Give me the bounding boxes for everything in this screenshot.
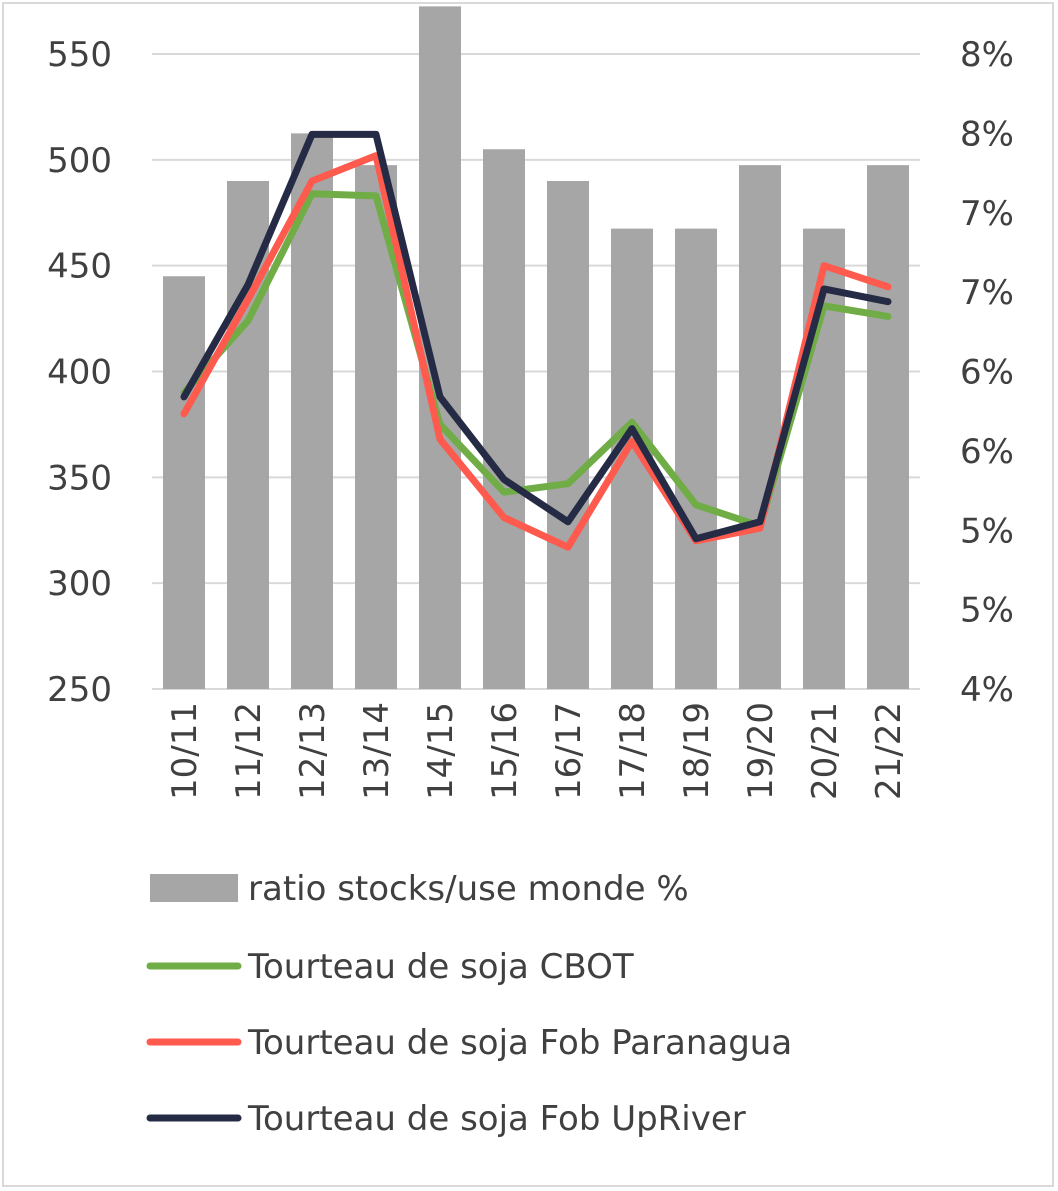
x-axis-tick-label: 14/15 <box>421 702 461 800</box>
x-axis-tick-label: 13/14 <box>357 702 397 800</box>
x-axis-tick-label: 15/16 <box>485 702 525 800</box>
right-axis-tick-label: 7% <box>960 273 1014 313</box>
legend-label: Tourteau de soja Fob UpRiver <box>247 1099 746 1139</box>
x-axis-tick-label: 20/21 <box>805 702 845 800</box>
x-axis-tick-label: 21/22 <box>869 702 909 800</box>
x-axis-tick-label: 12/13 <box>293 702 333 800</box>
bar <box>547 181 589 689</box>
right-axis-tick-label: 6% <box>960 353 1014 393</box>
x-axis-tick-label: 11/12 <box>229 702 269 800</box>
legend-label: Tourteau de soja Fob Paranagua <box>247 1023 792 1063</box>
bar <box>739 165 781 689</box>
right-axis-tick-label: 8% <box>960 35 1014 75</box>
x-axis-tick-label: 19/20 <box>741 702 781 800</box>
bar <box>675 228 717 689</box>
right-axis-tick-label: 4% <box>960 670 1014 710</box>
series-line <box>180 130 892 543</box>
right-axis-tick-label: 5% <box>960 511 1014 551</box>
bar <box>227 181 269 689</box>
legend-label: ratio stocks/use monde % <box>248 869 689 909</box>
left-axis-tick-label: 300 <box>47 564 112 604</box>
x-axis-tick-label: 16/17 <box>549 702 589 800</box>
left-axis-tick-label: 550 <box>47 35 112 75</box>
left-axis-tick-label: 450 <box>47 247 112 287</box>
left-axis-tick-label: 350 <box>47 458 112 498</box>
legend-label: Tourteau de soja CBOT <box>247 947 634 987</box>
bar <box>483 149 525 689</box>
bar <box>163 276 205 689</box>
right-axis-tick-label: 8% <box>960 114 1014 154</box>
right-axis-tick-label: 7% <box>960 194 1014 234</box>
legend-swatch <box>150 874 238 902</box>
right-axis-tick-label: 5% <box>960 591 1014 631</box>
bar <box>867 165 909 689</box>
left-axis-tick-label: 500 <box>47 141 112 181</box>
x-axis-tick-label: 18/19 <box>677 702 717 800</box>
left-axis-tick-label: 250 <box>47 670 112 710</box>
x-axis-tick-label: 10/11 <box>165 702 205 800</box>
left-axis-tick-label: 400 <box>47 353 112 393</box>
series-line <box>180 190 892 530</box>
x-axis-tick-label: 17/18 <box>613 702 653 800</box>
right-axis-tick-label: 6% <box>960 432 1014 472</box>
